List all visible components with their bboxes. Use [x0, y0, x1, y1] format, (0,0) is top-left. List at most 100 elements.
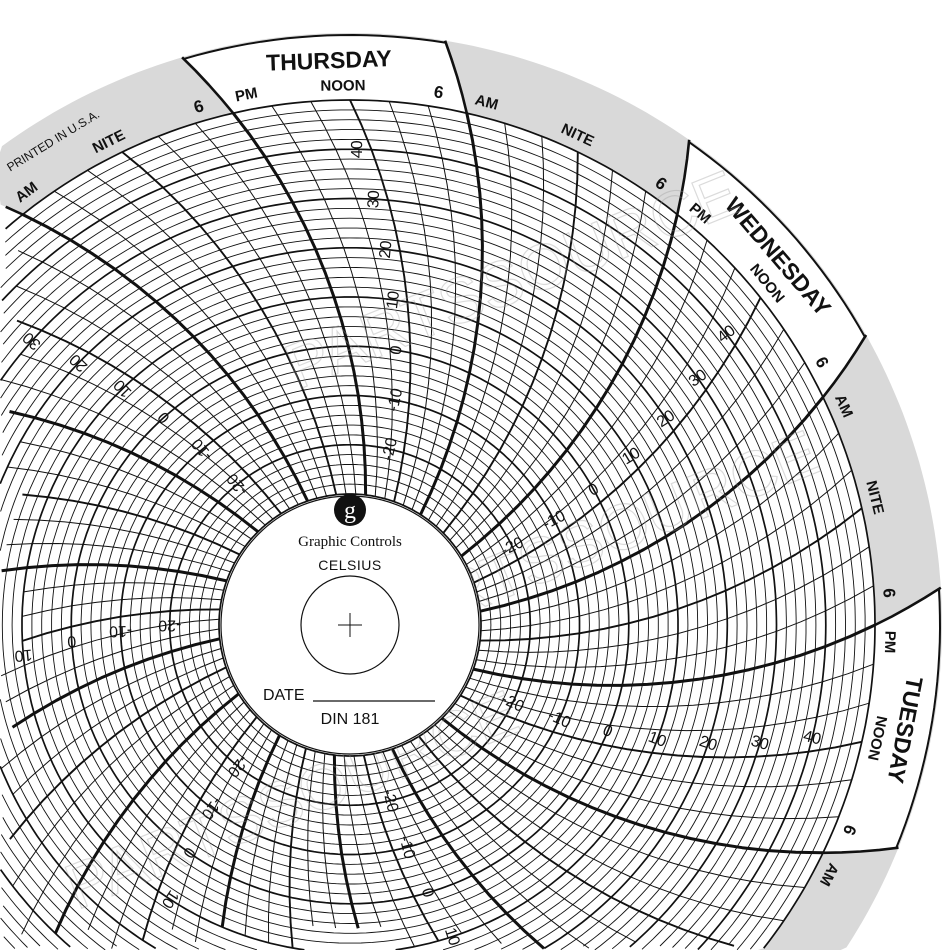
temperature-circle: [60, 335, 640, 915]
temperature-circle: [90, 365, 610, 885]
time-line: [22, 608, 220, 642]
time-line: [322, 753, 337, 929]
temperature-label: 10: [384, 290, 403, 310]
time-line: [6, 543, 231, 573]
temperature-circle: [349, 138, 837, 950]
temperature-circle: [350, 227, 748, 947]
time-line: [310, 101, 393, 499]
temperature-circle: [0, 851, 89, 950]
temperature-circle: [349, 217, 758, 950]
time-line: [22, 213, 309, 502]
temperature-label: 10: [646, 729, 669, 751]
time-line: [23, 582, 224, 593]
time-line: [480, 432, 840, 622]
temperature-circle: [350, 296, 679, 950]
time-line: [54, 692, 240, 935]
temperature-circle: [188, 463, 512, 786]
time-line: [121, 151, 338, 495]
time-line: [411, 105, 457, 510]
temperature-circle: [5, 99, 351, 230]
time-line: [478, 362, 806, 602]
temperature-circle: [350, 129, 846, 944]
temperature-circle: [0, 266, 351, 551]
temperature-circle: [139, 414, 561, 836]
temperature-circle: [0, 138, 351, 289]
time-line: [111, 709, 251, 949]
temperature-circle: [218, 493, 482, 757]
time-line: [54, 190, 318, 499]
temperature-label: 0: [388, 344, 406, 356]
six-am-hour: 6: [432, 82, 444, 102]
temperature-circle: [1, 794, 140, 950]
model-number: DIN 181: [321, 711, 380, 728]
temperature-circle: [349, 266, 708, 950]
time-line: [426, 730, 784, 922]
temperature-circle: [350, 207, 768, 950]
temperature-circle: [0, 765, 157, 950]
temperature-circle: [129, 404, 571, 846]
temperature-label: 30: [365, 190, 383, 209]
time-line: [1, 379, 266, 526]
temperature-circle: [0, 197, 351, 381]
temperature-circle: [0, 257, 351, 512]
temperature-circle: [0, 834, 106, 950]
time-line: [362, 755, 440, 942]
time-line: [476, 329, 785, 593]
temperature-circle: [349, 257, 718, 950]
time-line: [194, 729, 272, 942]
hub-circle: [300, 575, 400, 675]
day-separator: [676, 139, 691, 215]
day-band-border: [688, 141, 866, 338]
time-line: [20, 441, 252, 540]
time-line: [0, 618, 220, 677]
temperature-circle: [198, 473, 502, 777]
temperature-circle: [0, 917, 28, 948]
temperature-circle: [2, 905, 41, 947]
temperature-label: 10: [441, 926, 463, 948]
time-line: [1, 563, 227, 583]
temperature-circle: [349, 158, 817, 949]
logo-icon: [334, 494, 366, 526]
temperature-circle: [0, 217, 351, 416]
temperature-label: 10: [619, 444, 643, 468]
time-line: [349, 99, 412, 502]
time-line: [465, 239, 708, 566]
temperature-circle: [5, 119, 351, 256]
temperature-circle: [4, 109, 350, 243]
temperature-circle: [1, 188, 351, 363]
time-line: [448, 710, 839, 820]
day-band: [677, 142, 865, 398]
am-label: AM: [473, 91, 500, 113]
temperature-circle: [2, 227, 350, 433]
temperature-label: -10: [109, 622, 133, 640]
time-line: [87, 169, 327, 497]
temperature-circle: [31, 306, 669, 944]
time-line: [418, 735, 735, 947]
temperature-label: 0: [67, 632, 77, 649]
time-line: [268, 744, 298, 943]
temperature-circle: [5, 129, 350, 269]
time-line: [480, 469, 853, 632]
time-line: [271, 105, 378, 497]
temperature-label: 10: [14, 646, 33, 665]
temperature-circle: [208, 483, 492, 767]
time-line: [9, 666, 227, 840]
time-line: [11, 637, 221, 729]
time-line: [373, 753, 463, 934]
temperature-circle: [41, 316, 659, 934]
temperature-label: 30: [749, 733, 771, 754]
time-line: [449, 170, 613, 541]
temperature-circle: [349, 99, 876, 949]
temperature-circle: [110, 385, 590, 865]
time-line: [391, 748, 546, 950]
time-line: [244, 740, 289, 936]
time-line: [470, 267, 736, 574]
time-line: [194, 122, 357, 495]
time-line: [353, 755, 415, 947]
time-line: [288, 748, 307, 948]
temperature-circle: [3, 936, 16, 949]
temperature-label: -10: [396, 834, 418, 861]
temperature-circle: [0, 207, 350, 399]
day-separator: [821, 334, 868, 398]
